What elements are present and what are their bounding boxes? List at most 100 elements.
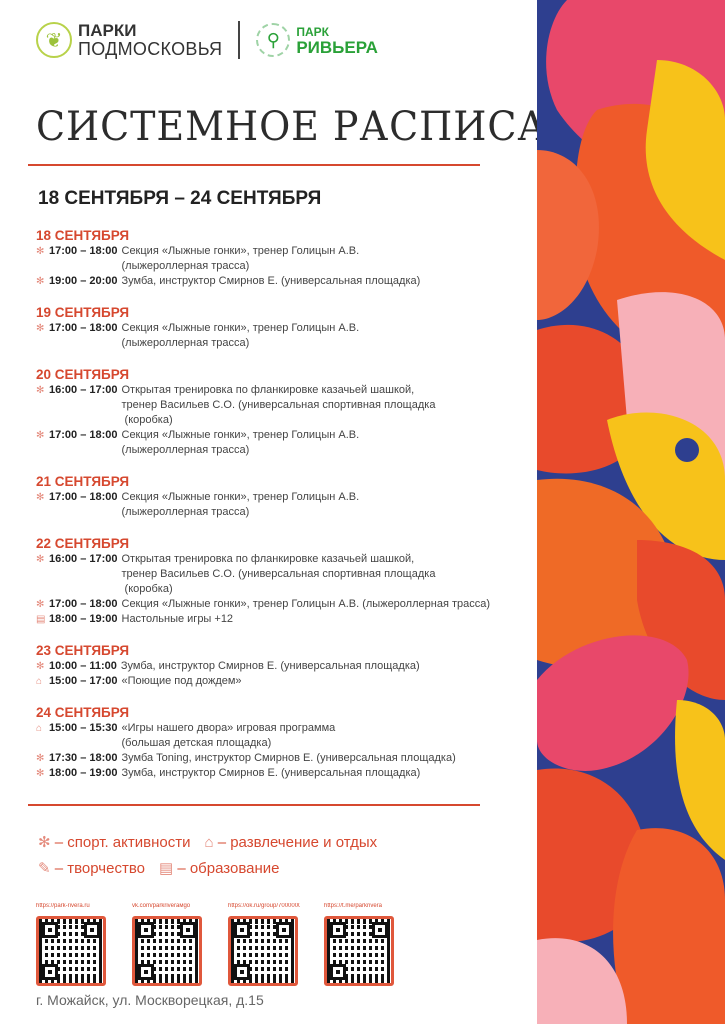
day-section: 18 СЕНТЯБРЯ ✻ 17:00 – 18:00 Секция «Лыжные … [36,227,526,289]
logos: ❦ ПАРКИ ПОДМОСКОВЬЯ ⚲ ПАРК РИВЬЕРА [36,20,378,60]
event-time: 17:00 – 18:00 [49,245,118,257]
legend-entertainment: – развлечение и отдых [217,834,378,851]
rivera-logo-bottom: РИВЬЕРА [296,38,378,57]
entertainment-icon: ⌂ [36,723,43,734]
title-divider [28,164,480,166]
creativity-icon: ✎ [38,860,51,877]
event-text-line: «Игры нашего двора» игровая программа [121,722,336,734]
event-time: 19:00 – 20:00 [49,275,118,287]
day-section: 24 СЕНТЯБРЯ ⌂ 15:00 – 15:30 «Игры нашего дв… [36,704,526,781]
event-text-line: (лыжероллерная трасса) [121,337,250,349]
event-time: 17:30 – 18:00 [49,752,118,764]
event-text-line: тренер Васильев С.О. (универсальная спор… [121,399,436,411]
legend-sport: – спорт. активности [54,834,191,851]
event-text-line: Зумба, инструктор Смирнов Е. (универсаль… [121,275,421,287]
address: г. Можайск, ул. Москворецкая, д.15 [36,992,264,1008]
event-description: Открытая тренировка по фланкировке казач… [122,552,527,597]
qr-vk[interactable]: vk.com/parkriverамgo [132,903,204,986]
event-text-line: (коробка) [121,414,173,426]
sport-icon: ✻ [36,246,45,257]
day-section: 23 СЕНТЯБРЯ ✻ 10:00 – 11:00 Зумба, инструкт… [36,642,526,689]
schedule-event: ✻ 19:00 – 20:00 Зумба, инструктор Смирнов … [36,274,526,289]
qr-code [36,916,106,986]
qr-label[interactable]: https://t.me/parkrivera [324,903,383,909]
qr-codes: https://park-rivera.ru vk.com/parkriverа… [36,903,396,986]
sport-icon: ✻ [36,323,45,334]
parki-logo-icon: ❦ [36,22,72,58]
schedule-event: ✻ 10:00 – 11:00 Зумба, инструктор Смирнов … [36,659,526,674]
qr-ok[interactable]: https://ok.ru/group/70000000000000 [228,903,300,986]
event-text-line: (лыжероллерная трасса) [121,506,250,518]
legend-creativity: – творчество [54,860,145,877]
sport-icon: ✻ [36,768,45,779]
schedule-event: ✻ 16:00 – 17:00 Открытая тренировка по фла… [36,383,526,428]
date-range: 18 СЕНТЯБРЯ – 24 СЕНТЯБРЯ [38,188,322,209]
sport-icon: ✻ [36,753,45,764]
event-text-line: (коробка) [121,583,173,595]
event-text-line: Открытая тренировка по фланкировке казач… [121,553,415,565]
qr-telegram[interactable]: https://t.me/parkrivera [324,903,396,986]
parki-logo-bottom: ПОДМОСКОВЬЯ [78,39,223,59]
event-time: 10:00 – 11:00 [49,660,117,672]
qr-code [132,916,202,986]
event-text-line: Секция «Лыжные гонки», тренер Голицын А.… [121,322,360,334]
event-description: Секция «Лыжные гонки», тренер Голицын А.… [122,428,527,458]
schedule: 18 СЕНТЯБРЯ ✻ 17:00 – 18:00 Секция «Лыжные … [36,227,526,796]
sport-icon: ✻ [36,661,45,672]
legend-education: – образование [177,860,280,877]
schedule-event: ▤ 18:00 – 19:00 Настольные игры +12 [36,612,526,627]
event-description: Секция «Лыжные гонки», тренер Голицын А.… [122,321,527,351]
qr-label[interactable]: vk.com/parkriverамgo [132,903,191,909]
schedule-event: ✻ 17:00 – 18:00 Секция «Лыжные гонки», тре… [36,597,526,612]
event-time: 16:00 – 17:00 [49,553,118,565]
event-text-line: Секция «Лыжные гонки», тренер Голицын А.… [121,491,360,503]
event-text-line: Зумба, инструктор Смирнов Е. (универсаль… [120,660,420,672]
event-description: Секция «Лыжные гонки», тренер Голицын А.… [122,490,527,520]
qr-label[interactable]: https://ok.ru/group/70000000000000 [228,903,300,909]
event-text-line: Секция «Лыжные гонки», тренер Голицын А.… [121,598,491,610]
entertainment-icon: ⌂ [204,834,214,851]
event-description: Зумба, инструктор Смирнов Е. (универсаль… [122,766,527,781]
sport-icon: ✻ [36,492,45,503]
event-description: «Поющие под дождем» [122,674,527,689]
day-header: 20 СЕНТЯБРЯ [36,367,130,382]
event-time: 17:00 – 18:00 [49,598,118,610]
event-time: 16:00 – 17:00 [49,384,118,396]
event-description: Секция «Лыжные гонки», тренер Голицын А.… [122,244,527,274]
event-time: 18:00 – 19:00 [49,767,118,779]
schedule-divider [28,804,480,806]
schedule-event: ✻ 17:00 – 18:00 Секция «Лыжные гонки», тре… [36,490,526,520]
sport-icon: ✻ [36,554,45,565]
entertainment-icon: ⌂ [36,676,43,687]
qr-code [228,916,298,986]
schedule-event: ✻ 17:30 – 18:00 Зумба Toning, инструктор С… [36,751,526,766]
event-time: 18:00 – 19:00 [49,613,118,625]
education-icon: ▤ [36,614,46,625]
event-time: 17:00 – 18:00 [49,491,118,503]
event-time: 15:00 – 15:30 [49,722,118,734]
event-text-line: «Поющие под дождем» [121,675,242,687]
event-description: «Игры нашего двора» игровая программа (бо… [122,721,527,751]
qr-label[interactable]: https://park-rivera.ru [36,903,90,909]
event-description: Зумба Toning, инструктор Смирнов Е. (уни… [122,751,527,766]
event-text-line: Настольные игры +12 [121,613,234,625]
sport-icon: ✻ [36,276,45,287]
day-header: 21 СЕНТЯБРЯ [36,474,130,489]
schedule-event: ✻ 17:00 – 18:00 Секция «Лыжные гонки», тре… [36,428,526,458]
schedule-event: ⌂ 15:00 – 17:00 «Поющие под дождем» [36,674,526,689]
qr-website[interactable]: https://park-rivera.ru [36,903,108,986]
event-text-line: (лыжероллерная трасса) [121,260,250,272]
logo-divider [238,21,241,59]
schedule-event: ✻ 17:00 – 18:00 Секция «Лыжные гонки», тре… [36,244,526,274]
day-header: 24 СЕНТЯБРЯ [36,705,130,720]
sport-icon: ✻ [36,385,45,396]
parki-logo-top: ПАРКИ [78,21,137,40]
event-time: 17:00 – 18:00 [49,429,118,441]
event-time: 15:00 – 17:00 [49,675,118,687]
day-header: 22 СЕНТЯБРЯ [36,536,130,551]
day-header: 18 СЕНТЯБРЯ [36,228,130,243]
event-time: 17:00 – 18:00 [49,322,118,334]
event-description: Зумба, инструктор Смирнов Е. (универсаль… [121,659,526,674]
event-description: Настольные игры +12 [122,612,527,627]
event-description: Открытая тренировка по фланкировке казач… [122,383,527,428]
